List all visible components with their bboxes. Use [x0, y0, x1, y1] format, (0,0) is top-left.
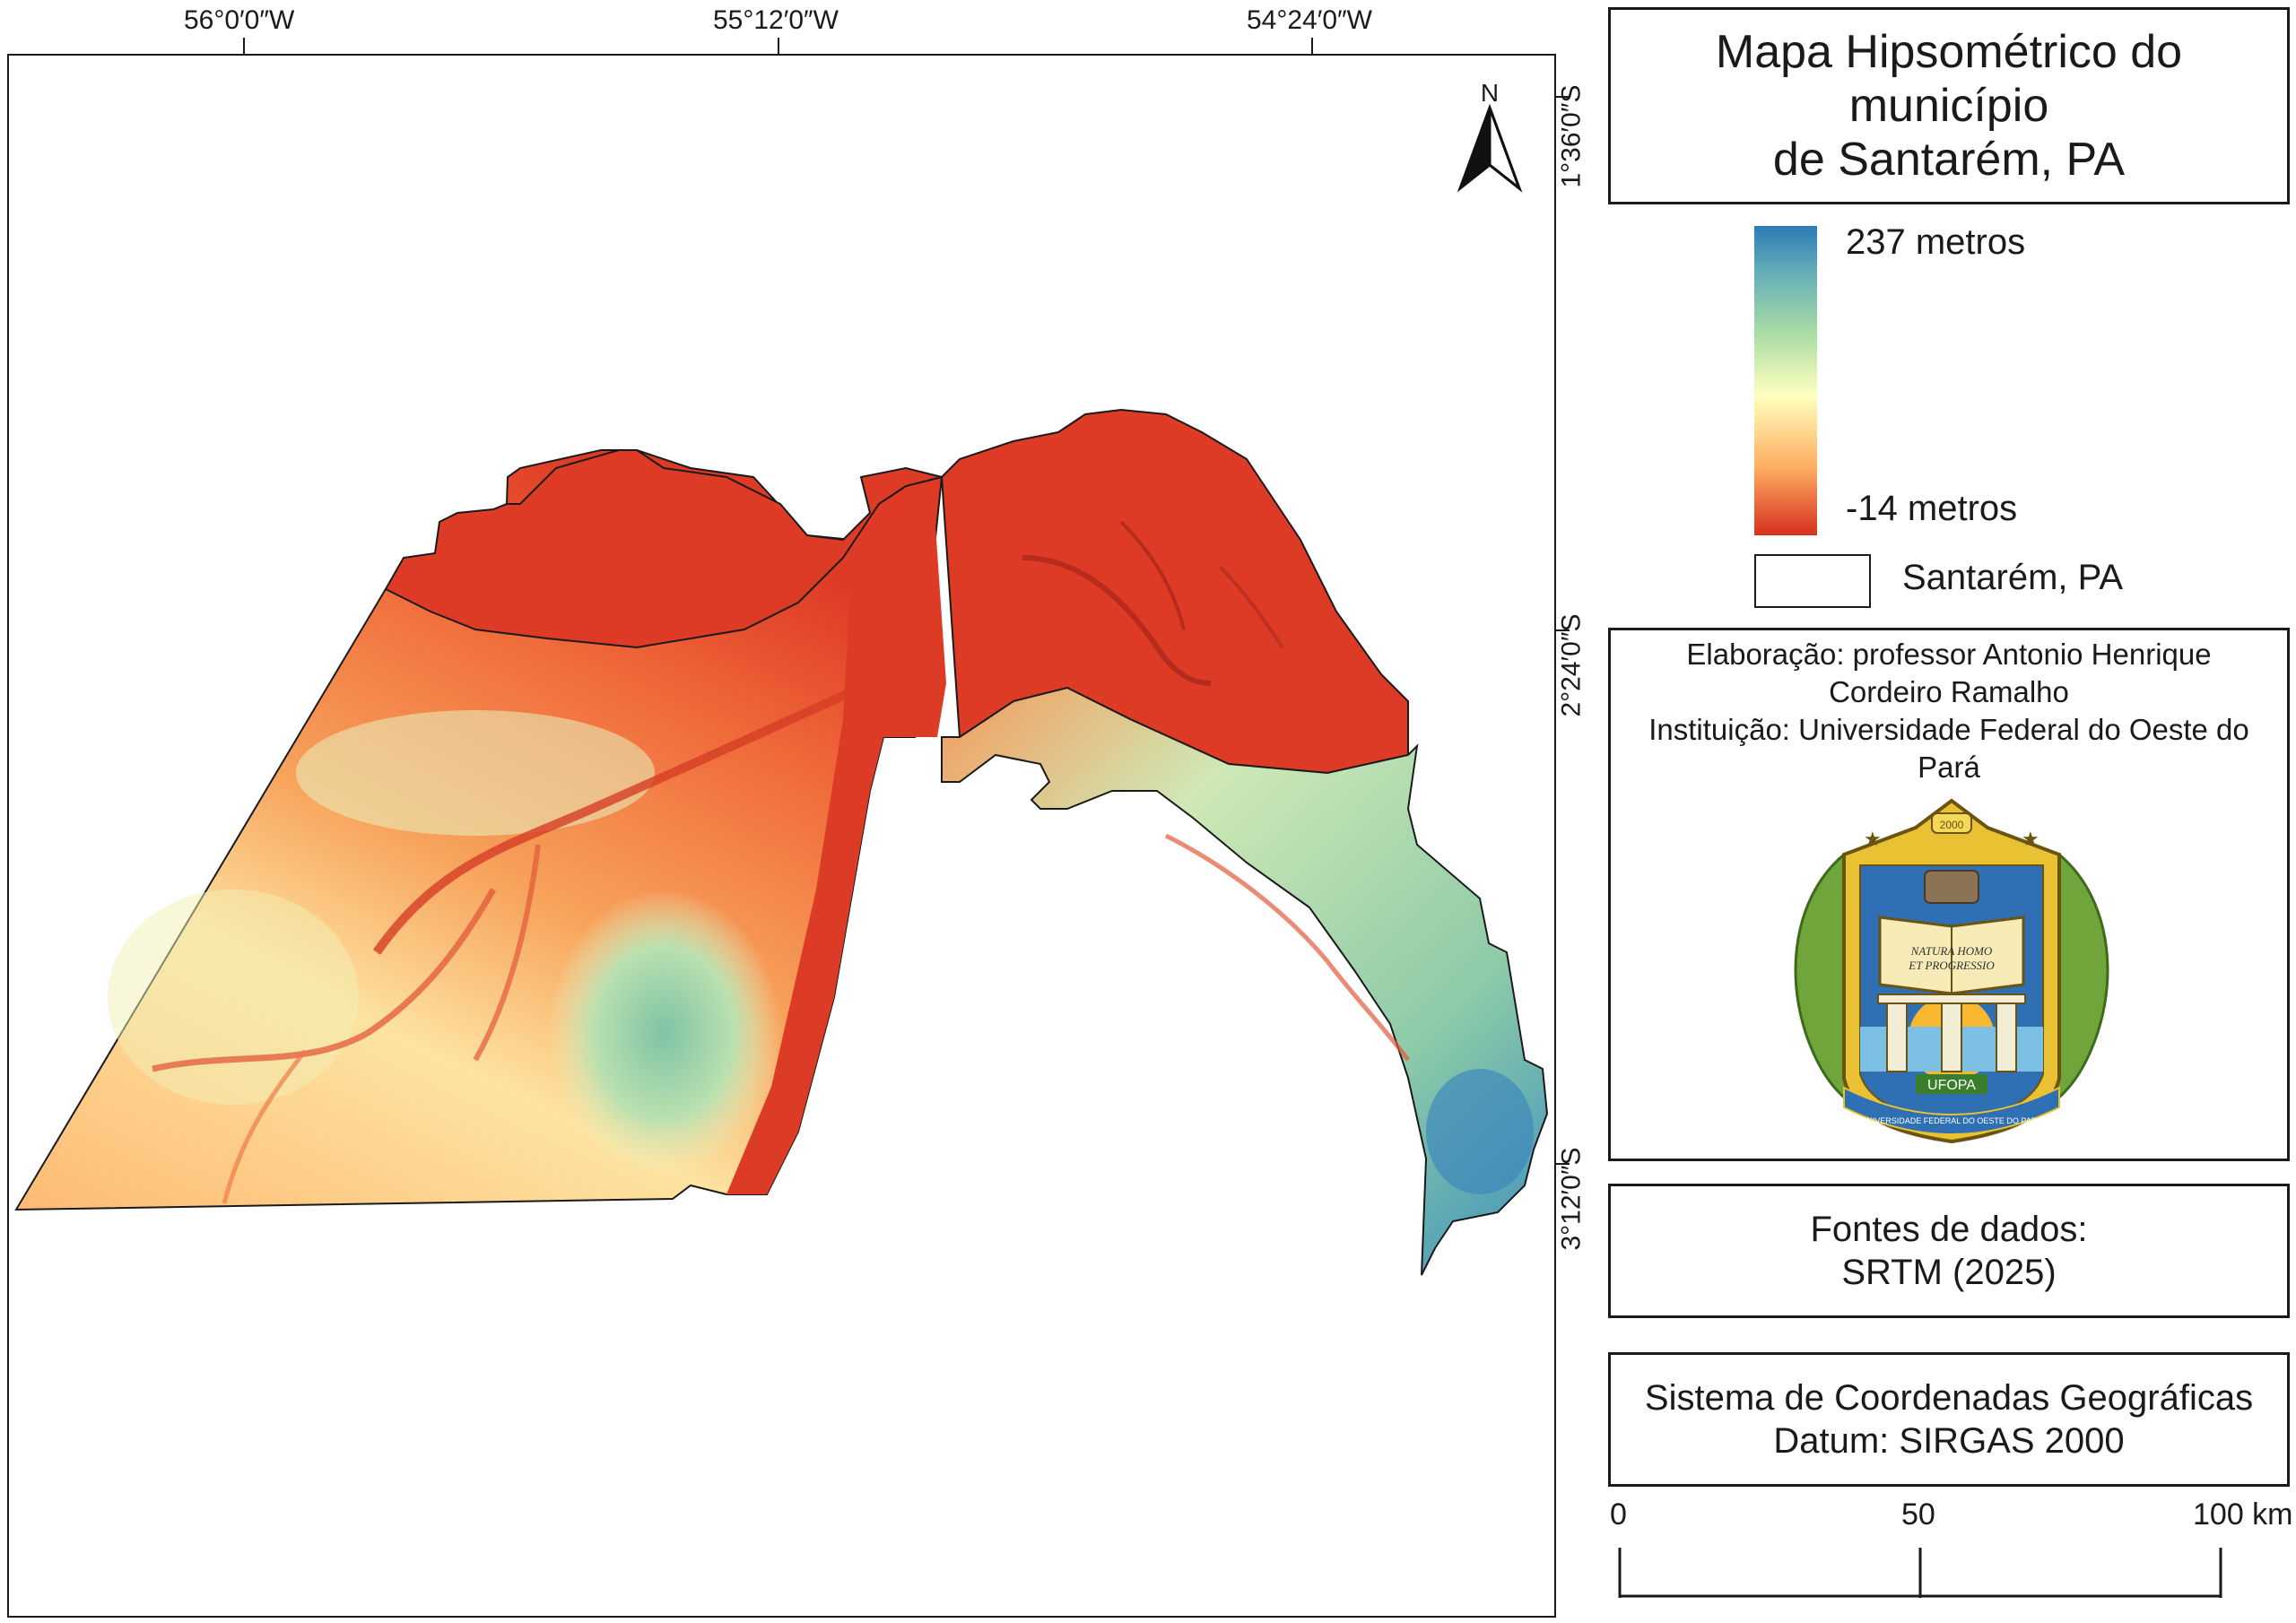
credits-text: Elaboração: professor Antonio Henrique C…: [1611, 636, 2287, 786]
scale-label-50: 50: [1901, 1497, 1935, 1532]
logo-year: 2000: [1940, 819, 1964, 831]
data-sources-box: Fontes de dados: SRTM (2025): [1608, 1184, 2290, 1318]
legend-boundary-label: Santarém, PA: [1902, 558, 2124, 597]
legend: 237 metros -14 metros Santarém, PA: [1608, 215, 2290, 610]
logo-ribbon-text: UNIVERSIDADE FEDERAL DO OESTE DO PARÁ: [1861, 1116, 2043, 1125]
logo-star-right: ★: [2022, 828, 2039, 850]
longitude-label-55-12w: 55°12′0″W: [713, 5, 839, 35]
longitude-label-56w: 56°0′0″W: [184, 5, 295, 35]
plateau-zone-south: [108, 890, 359, 1105]
logo-star-left: ★: [1864, 828, 1882, 850]
river-channel: [152, 888, 497, 1072]
crs-line-1: Sistema de Coordenadas Geográficas: [1644, 1378, 2254, 1418]
floodplain-lake: [1022, 555, 1212, 686]
longitude-label-54-24w: 54°24′0″W: [1247, 5, 1372, 35]
sources-line-1: Fontes de dados:: [1810, 1210, 2088, 1249]
floodplain-region: [384, 408, 1409, 775]
north-arrow-icon: [1457, 103, 1523, 193]
legend-max-label: 237 metros: [1846, 222, 2026, 262]
credits-line-1: Elaboração: professor Antonio Henrique: [1686, 638, 2212, 671]
scale-label-0: 0: [1610, 1497, 1627, 1532]
highland-zone: [1426, 1069, 1534, 1194]
plateau-zone: [296, 710, 655, 836]
east-region: [941, 686, 1549, 1276]
credits-line-2: Cordeiro Ramalho: [1829, 675, 2069, 708]
scale-bar: 0 50 100 km: [1605, 1488, 2296, 1614]
scale-label-100: 100 km: [2193, 1497, 2293, 1532]
boundary-swatch: [1754, 554, 1871, 608]
highland-zone: [547, 890, 780, 1176]
credits-line-4: Pará: [1918, 751, 1980, 784]
north-arrow-label: N: [1480, 79, 1500, 107]
map-title-box: Mapa Hipsométrico do município de Santar…: [1608, 7, 2290, 204]
legend-min-label: -14 metros: [1846, 489, 2018, 528]
river-channel: [1164, 833, 1410, 1062]
sources-line-2: SRTM (2025): [1841, 1253, 2057, 1292]
elevation-color-ramp: [1754, 226, 1817, 535]
scale-bar-line: [1618, 1548, 2222, 1598]
crs-line-2: Datum: SIRGAS 2000: [1773, 1421, 2125, 1461]
river-channel: [222, 1049, 307, 1204]
logo-motto-2: ET PROGRESSIO: [1908, 959, 1995, 972]
river-strip: [726, 486, 946, 1194]
river-channel: [372, 679, 873, 955]
top-tick-marks: [243, 38, 1313, 54]
floodplain-lake: [1218, 565, 1284, 649]
logo-motto-1: NATURA HOMO: [1910, 944, 1993, 958]
map-title-line-2: de Santarém, PA: [1772, 134, 2126, 186]
credits-box: Elaboração: professor Antonio Henrique C…: [1608, 628, 2290, 1161]
credits-line-3: Instituição: Universidade Federal do Oes…: [1648, 713, 2249, 746]
river-channel: [473, 844, 541, 1062]
floodplain-lake: [1119, 520, 1186, 630]
coordinate-system-box: Sistema de Coordenadas Geográficas Datum…: [1608, 1352, 2290, 1487]
logo-name: UFOPA: [1927, 1078, 1976, 1093]
right-tick-marks: [1556, 96, 1570, 1165]
ufopa-logo: ★ ★ 2000 NATURA HOMO ET PROGRESSIO UFOPA…: [1794, 798, 2109, 1144]
north-arrow: N: [1451, 79, 1528, 195]
map-title-line-1: Mapa Hipsométrico do município: [1715, 26, 2183, 132]
map-frame: [7, 54, 1556, 1618]
hypsometric-map: [14, 408, 1549, 1276]
